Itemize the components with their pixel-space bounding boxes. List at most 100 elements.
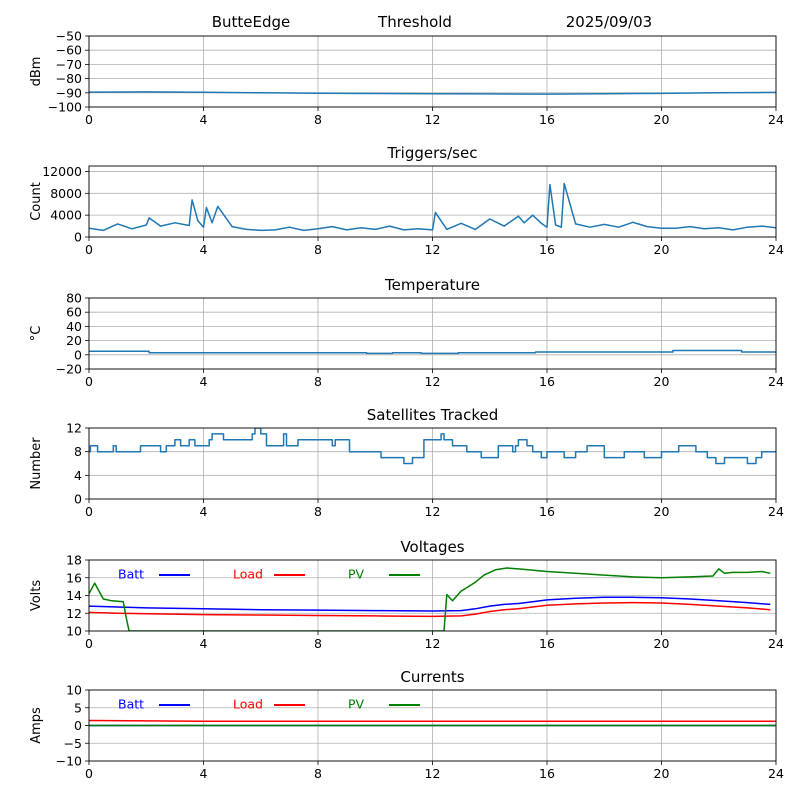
x-tick-label: 12: [425, 112, 441, 127]
y-tick-label: 0: [74, 718, 82, 733]
x-tick-label: 24: [768, 112, 784, 127]
chart-title-triggers: Triggers/sec: [387, 144, 478, 162]
series-group-voltages: [89, 567, 771, 631]
x-tick-label: 20: [654, 242, 670, 257]
y-tick-label: −90: [56, 85, 82, 100]
x-tick-label: 0: [85, 242, 93, 257]
x-tick-label: 20: [654, 374, 670, 389]
y-tick-label: 10: [66, 683, 82, 698]
chart-title-temperature: Temperature: [384, 276, 480, 294]
y-tick-label: −80: [56, 71, 82, 86]
x-tick-label: 24: [768, 374, 784, 389]
y-tick-label: 12: [66, 606, 82, 621]
y-tick-label: 0: [74, 492, 82, 507]
series-line-triggers-0: [89, 182, 776, 232]
y-tick-label: 60: [66, 305, 82, 320]
header-mode: Threshold: [377, 13, 452, 31]
y-axis-label-satellites: Number: [29, 437, 44, 490]
chart-title-voltages: Voltages: [400, 538, 464, 556]
x-tick-label: 24: [768, 242, 784, 257]
x-tick-label: 20: [654, 766, 670, 781]
x-tick-label: 4: [200, 112, 208, 127]
series-group-satellites: [89, 428, 776, 465]
y-axis-label-temperature: °C: [29, 326, 44, 342]
grid-satellites: [88, 427, 777, 500]
series-line-voltages-batt: [89, 596, 771, 612]
y-tick-label: 10: [66, 624, 82, 639]
series-group-currents: [89, 719, 776, 727]
x-tick-label: 16: [539, 112, 555, 127]
x-tick-label: 16: [539, 636, 555, 651]
y-tick-label: 0: [74, 347, 82, 362]
x-tick-label: 4: [200, 374, 208, 389]
series-line-currents-load: [89, 719, 776, 722]
legend-label-voltages: Load: [233, 567, 263, 582]
x-tick-label: 0: [85, 504, 93, 519]
y-tick-label: −10: [56, 754, 82, 769]
x-tick-label: 16: [539, 504, 555, 519]
x-tick-label: 12: [425, 766, 441, 781]
y-tick-label: 40: [66, 319, 82, 334]
x-tick-label: 0: [85, 766, 93, 781]
x-tick-label: 8: [314, 112, 322, 127]
y-tick-label: 80: [66, 291, 82, 306]
y-axis-label-currents: Amps: [29, 707, 44, 744]
y-tick-label: 4000: [50, 208, 82, 223]
x-tick-label: 0: [85, 374, 93, 389]
legend-label-currents: PV: [348, 697, 365, 712]
series-line-satellites-0: [89, 428, 776, 465]
y-axis-label-triggers: Count: [29, 182, 44, 221]
x-tick-label: 20: [654, 636, 670, 651]
y-tick-label: −5: [64, 736, 82, 751]
x-tick-label: 8: [314, 766, 322, 781]
header: ButteEdge Threshold 2025/09/03: [212, 13, 653, 31]
x-tick-label: 0: [85, 112, 93, 127]
series-group-temperature: [89, 349, 776, 355]
grid-voltages: [88, 559, 777, 632]
y-tick-label: 12000: [42, 164, 82, 179]
x-tick-label: 24: [768, 636, 784, 651]
x-tick-label: 24: [768, 766, 784, 781]
x-tick-label: 8: [314, 504, 322, 519]
x-tick-label: 8: [314, 242, 322, 257]
y-axis-label-noise: dBm: [29, 57, 44, 87]
x-tick-label: 4: [200, 636, 208, 651]
series-line-voltages-pv: [89, 567, 771, 631]
header-station: ButteEdge: [212, 13, 291, 31]
series-group-triggers: [89, 182, 776, 232]
legend-currents: Batt Load PV: [118, 697, 420, 712]
y-tick-label: −60: [56, 43, 82, 58]
panel-satellites: 0 4 8 12 16 20 24 0 4 8 12 Satellites Tracked Number: [29, 406, 784, 519]
chart-title-currents: Currents: [400, 668, 464, 686]
y-tick-label: 8000: [50, 186, 82, 201]
series-group-noise: [89, 91, 776, 95]
x-tick-label: 4: [200, 766, 208, 781]
x-tick-label: 20: [654, 504, 670, 519]
panel-triggers: 0 4 8 12 16 20 24 0 4000 8000 12000 Triggers/sec Cou…: [29, 144, 784, 257]
series-line-voltages-load: [89, 601, 771, 618]
legend-label-voltages: PV: [348, 567, 365, 582]
x-tick-label: 16: [539, 374, 555, 389]
grid-temperature: [88, 297, 777, 370]
y-axis-label-voltages: Volts: [29, 580, 44, 612]
x-tick-label: 0: [85, 636, 93, 651]
x-tick-label: 8: [314, 636, 322, 651]
y-tick-label: 4: [74, 468, 82, 483]
y-tick-label: 0: [74, 230, 82, 245]
series-line-noise-0: [89, 91, 776, 95]
x-tick-label: 12: [425, 636, 441, 651]
series-line-temperature-0: [89, 349, 776, 355]
legend-voltages: Batt Load PV: [118, 567, 420, 582]
panel-noise: 0 4 8 12 16 20 24 −100−90−80−70−60−50 dBm: [29, 29, 784, 128]
y-tick-label: −50: [56, 29, 82, 44]
chart-title-satellites: Satellites Tracked: [367, 406, 498, 424]
x-tick-label: 12: [425, 242, 441, 257]
y-tick-label: 5: [74, 700, 82, 715]
y-tick-label: 20: [66, 333, 82, 348]
legend-label-voltages: Batt: [118, 567, 144, 582]
x-tick-label: 4: [200, 504, 208, 519]
y-tick-label: 14: [66, 588, 82, 603]
